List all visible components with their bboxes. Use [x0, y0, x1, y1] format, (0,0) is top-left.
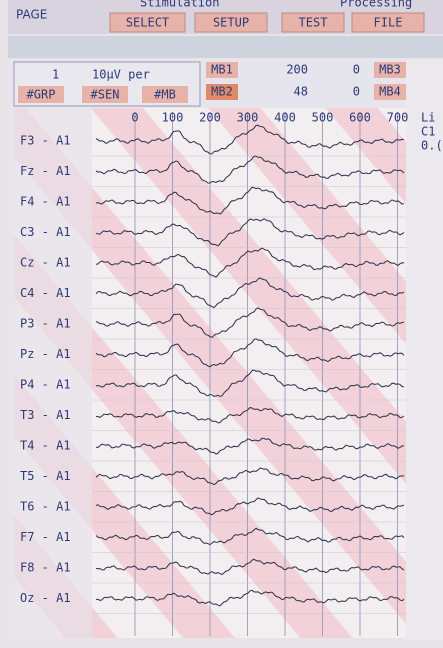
marker-label[interactable]: MB2: [211, 85, 233, 99]
time-label: 400: [274, 111, 296, 125]
label-column: [14, 108, 92, 638]
time-label: 300: [237, 111, 259, 125]
group-number: 1: [52, 68, 59, 82]
settings-button-label[interactable]: #MB: [154, 88, 176, 102]
marker-latency: 48: [294, 85, 308, 99]
side-text: Li: [421, 111, 435, 125]
marker-label[interactable]: MB3: [379, 63, 401, 77]
channel-label: F3 - A1: [20, 134, 71, 148]
channel-label: T6 - A1: [20, 500, 71, 514]
time-label: 700: [387, 111, 409, 125]
channel-label: P4 - A1: [20, 378, 71, 392]
channel-label: T3 - A1: [20, 408, 71, 422]
channel-label: C3 - A1: [20, 225, 71, 239]
marker-label[interactable]: MB4: [379, 85, 401, 99]
menu-caption: Stimulation: [140, 0, 219, 10]
menu-button-label[interactable]: FILE: [374, 16, 403, 30]
channel-label: Cz - A1: [20, 256, 71, 270]
channel-label: F8 - A1: [20, 561, 71, 575]
side-text: C1: [421, 125, 435, 139]
channel-label: Oz - A1: [20, 591, 71, 605]
status-bar: [8, 36, 443, 58]
time-label: 600: [349, 111, 371, 125]
channel-label: F7 - A1: [20, 530, 71, 544]
logo: PAGE: [16, 8, 47, 22]
time-label: 200: [199, 111, 221, 125]
channel-label: Pz - A1: [20, 347, 71, 361]
marker-latency: 200: [286, 63, 308, 77]
menu-button-label[interactable]: SETUP: [213, 16, 249, 30]
marker-amplitude: 0: [353, 63, 360, 77]
screen: PAGE Stimulation Processing SELECT SETUP TEST…: [0, 0, 443, 648]
marker-amplitude: 0: [353, 85, 360, 99]
marker-label[interactable]: MB1: [211, 63, 233, 77]
side-text: 0.(: [421, 139, 443, 153]
channel-label: F4 - A1: [20, 195, 71, 209]
page: {"header":{"logo":"PAGE","menu_top":["St…: [0, 0, 443, 648]
channel-label: Fz - A1: [20, 164, 71, 178]
channel-label: T4 - A1: [20, 439, 71, 453]
time-label: 100: [162, 111, 184, 125]
scale-label: 10µV per: [92, 68, 150, 82]
channel-label: C4 - A1: [20, 286, 71, 300]
channel-label: T5 - A1: [20, 469, 71, 483]
menu-caption: Processing: [340, 0, 412, 10]
menu-button-label[interactable]: SELECT: [126, 16, 169, 30]
menu-button-label[interactable]: TEST: [299, 16, 328, 30]
settings-button-label[interactable]: #GRP: [27, 88, 56, 102]
time-label: 0: [131, 111, 138, 125]
channel-label: P3 - A1: [20, 317, 71, 331]
settings-button-label[interactable]: #SEN: [91, 88, 120, 102]
time-label: 500: [312, 111, 334, 125]
